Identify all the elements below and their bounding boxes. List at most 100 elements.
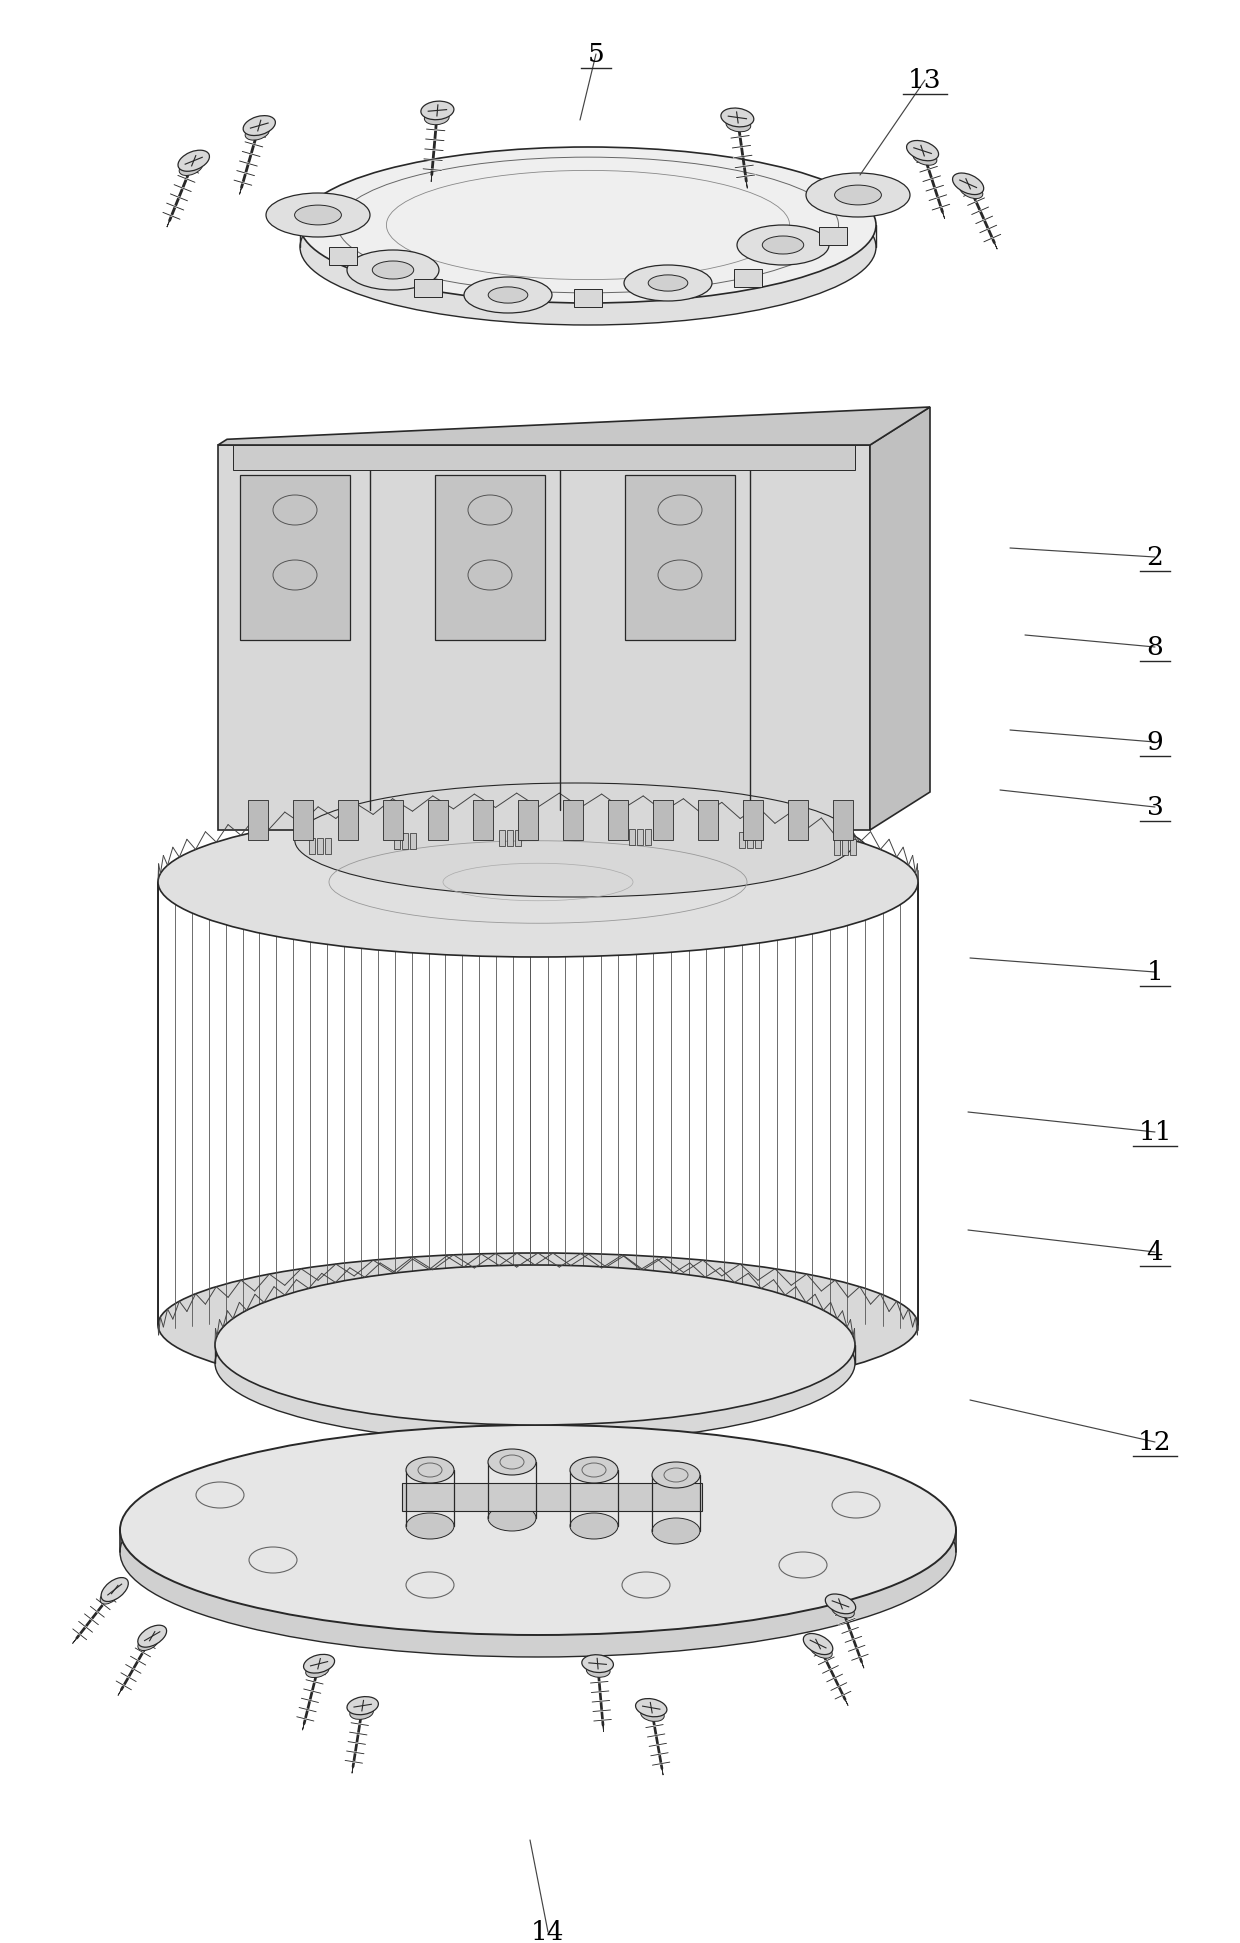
Ellipse shape (913, 150, 937, 165)
Ellipse shape (179, 159, 203, 175)
Bar (653, 801, 673, 839)
Polygon shape (218, 445, 870, 830)
Polygon shape (167, 218, 171, 227)
Polygon shape (218, 406, 930, 445)
Ellipse shape (347, 1696, 378, 1714)
Ellipse shape (372, 260, 414, 280)
Ellipse shape (295, 206, 341, 225)
Ellipse shape (624, 264, 712, 301)
Ellipse shape (267, 192, 370, 237)
Ellipse shape (570, 1514, 618, 1539)
Bar (428, 801, 448, 839)
Bar (833, 801, 853, 839)
Ellipse shape (295, 783, 856, 898)
Ellipse shape (304, 1653, 335, 1673)
Ellipse shape (157, 1253, 918, 1397)
Polygon shape (352, 1762, 353, 1774)
Ellipse shape (832, 1603, 854, 1619)
Bar (746, 832, 753, 849)
Bar (842, 839, 848, 855)
Bar (734, 268, 763, 288)
Ellipse shape (806, 173, 910, 218)
Ellipse shape (179, 150, 210, 171)
Ellipse shape (763, 235, 804, 255)
Polygon shape (870, 406, 930, 830)
Ellipse shape (246, 124, 269, 140)
Ellipse shape (350, 1706, 373, 1720)
Ellipse shape (636, 1698, 667, 1718)
Polygon shape (745, 177, 748, 188)
Bar (849, 839, 856, 855)
Ellipse shape (300, 169, 875, 324)
Ellipse shape (835, 185, 882, 204)
Bar (414, 280, 441, 297)
Bar (410, 832, 415, 849)
Ellipse shape (582, 1655, 614, 1673)
Polygon shape (941, 208, 945, 220)
Bar (515, 830, 521, 845)
Bar (241, 474, 350, 639)
Bar (472, 801, 494, 839)
Bar (233, 445, 856, 470)
Ellipse shape (652, 1461, 701, 1488)
Polygon shape (73, 1636, 79, 1644)
Polygon shape (843, 1696, 848, 1706)
Bar (563, 801, 583, 839)
Ellipse shape (424, 111, 449, 124)
Bar (394, 832, 401, 849)
Text: 4: 4 (1147, 1240, 1163, 1265)
Ellipse shape (570, 1457, 618, 1483)
Bar (507, 830, 513, 845)
Ellipse shape (138, 1634, 160, 1650)
Text: 1: 1 (1147, 960, 1163, 985)
Ellipse shape (464, 278, 552, 313)
Ellipse shape (347, 251, 439, 290)
Ellipse shape (489, 1449, 536, 1475)
Ellipse shape (157, 806, 918, 958)
Ellipse shape (952, 173, 983, 194)
Bar (629, 830, 635, 845)
Text: 2: 2 (1147, 544, 1163, 569)
Bar (574, 290, 601, 307)
Bar (835, 839, 839, 855)
Ellipse shape (420, 101, 454, 120)
Ellipse shape (906, 140, 939, 161)
Ellipse shape (120, 1424, 956, 1634)
Bar (645, 830, 651, 845)
Ellipse shape (641, 1708, 665, 1721)
Ellipse shape (826, 1593, 856, 1615)
Text: 14: 14 (531, 1920, 564, 1943)
Polygon shape (239, 185, 243, 194)
Bar (637, 830, 644, 845)
Bar (625, 474, 735, 639)
Text: 5: 5 (588, 43, 604, 66)
Ellipse shape (100, 1585, 120, 1605)
Polygon shape (118, 1687, 123, 1696)
Ellipse shape (405, 1457, 454, 1483)
Bar (329, 247, 357, 264)
Text: 8: 8 (1147, 635, 1163, 661)
Ellipse shape (649, 274, 688, 291)
Ellipse shape (306, 1663, 329, 1677)
Bar (498, 830, 505, 845)
Ellipse shape (489, 288, 528, 303)
Bar (402, 832, 408, 849)
Bar (698, 801, 718, 839)
Bar (248, 801, 268, 839)
Ellipse shape (405, 1514, 454, 1539)
Ellipse shape (300, 148, 875, 303)
Bar (755, 832, 761, 849)
Polygon shape (661, 1764, 663, 1776)
Text: 13: 13 (908, 68, 942, 93)
Ellipse shape (215, 1265, 856, 1424)
Polygon shape (303, 1720, 305, 1729)
Polygon shape (993, 239, 997, 249)
Bar (435, 474, 546, 639)
Bar (383, 801, 403, 839)
Text: 12: 12 (1138, 1430, 1172, 1455)
Bar (317, 839, 322, 855)
Ellipse shape (215, 1282, 856, 1444)
Ellipse shape (720, 109, 754, 126)
Text: 3: 3 (1147, 795, 1163, 820)
Bar (739, 832, 745, 849)
